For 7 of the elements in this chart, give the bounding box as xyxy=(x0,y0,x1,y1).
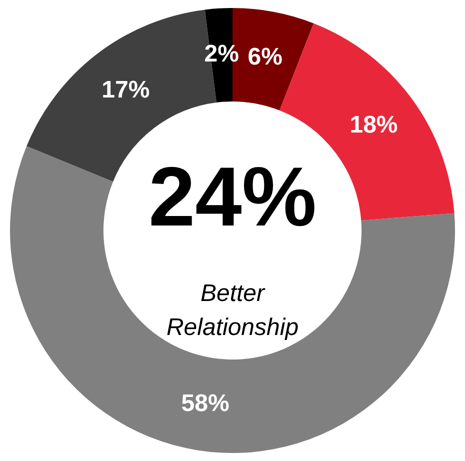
data-label: 2% xyxy=(204,40,239,68)
text: Better Relationship xyxy=(166,280,299,342)
data-label: 17% xyxy=(102,76,150,104)
data-label: 6% xyxy=(248,43,282,70)
text: 24% xyxy=(148,150,317,244)
data-label: 58% xyxy=(181,390,230,417)
data-label: 18% xyxy=(350,111,398,138)
